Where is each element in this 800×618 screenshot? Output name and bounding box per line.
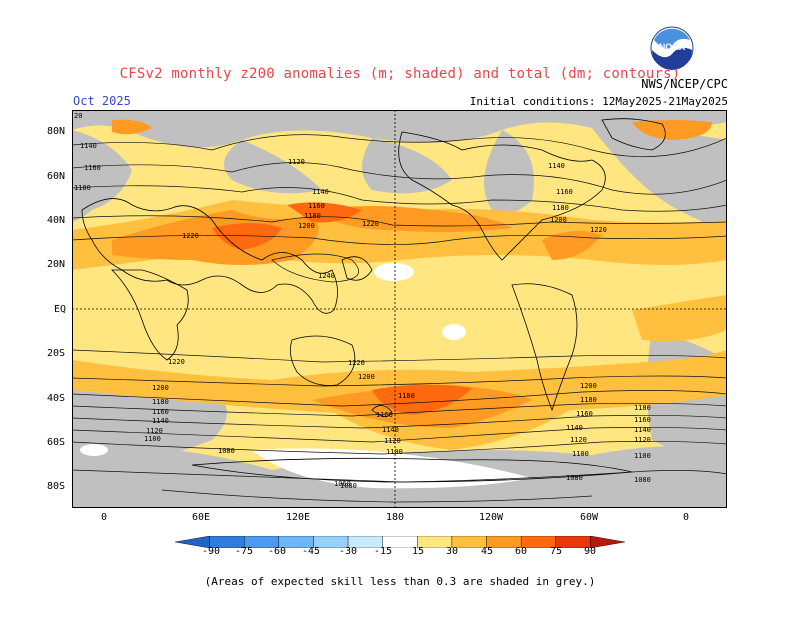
contour-label: 1240	[318, 272, 335, 280]
legend-tick-labels: -90 -75 -60 -45 -30 -15 15 30 45 60 75 9…	[0, 546, 800, 560]
lat-label: 80S	[47, 481, 66, 492]
legend-tick: 15	[411, 546, 425, 557]
contour-label: 1200	[550, 216, 567, 224]
lon-label: 60E	[191, 512, 211, 523]
chart-title: CFSv2 monthly z200 anomalies (m; shaded)…	[119, 66, 681, 82]
contour-label: 1200	[298, 222, 315, 230]
initial-conditions: Initial conditions: 12May2025-21May2025	[469, 95, 728, 108]
contour-label: 1060	[334, 480, 351, 488]
color-legend	[175, 536, 625, 548]
contour-label: 1080	[634, 476, 651, 484]
forecast-month: Oct 2025	[73, 94, 131, 108]
contour-label: 1180	[152, 398, 169, 406]
map-frame	[72, 110, 727, 508]
lat-label: 60N	[47, 171, 66, 182]
contour-label: 1220	[168, 358, 185, 366]
contour-label: 1180	[398, 392, 415, 400]
contour-label: 1140	[548, 162, 565, 170]
contour-label: 1180	[304, 212, 321, 220]
lon-label: 120W	[478, 512, 504, 523]
noaa-logo-icon: NOAA	[650, 26, 694, 70]
lat-label: 40S	[47, 393, 66, 404]
contour-label: 1140	[312, 188, 329, 196]
contour-label: 1140	[382, 426, 399, 434]
contour-label: 1140	[152, 417, 169, 425]
contour-label: 1160	[576, 410, 593, 418]
contour-label: 1140	[634, 426, 651, 434]
legend-tick: -45	[301, 546, 321, 557]
contour-label: 1080	[340, 482, 357, 490]
lat-label: 20S	[47, 348, 66, 359]
legend-color-box	[590, 536, 625, 548]
legend-tick: 45	[480, 546, 494, 557]
contour-label: 1160	[376, 411, 393, 419]
lat-label: EQ	[54, 304, 67, 315]
contour-label: 1100	[634, 452, 651, 460]
anomaly-map: 1140 1160 1180 1120 1140 1160 1180 1200 …	[72, 110, 727, 508]
contour-label: 1100	[572, 450, 589, 458]
height-contours	[72, 134, 727, 503]
contour-label: 1120	[570, 436, 587, 444]
legend-tick: 90	[583, 546, 597, 557]
contour-label: 1220	[590, 226, 607, 234]
lat-label: 20N	[47, 259, 66, 270]
contour-label: 1200	[152, 384, 169, 392]
legend-tick: 60	[514, 546, 528, 557]
legend-tick: -15	[373, 546, 393, 557]
skill-note: (Areas of expected skill less than 0.3 a…	[204, 575, 596, 588]
legend-tick: -30	[338, 546, 358, 557]
lat-label: 80N	[47, 126, 66, 137]
legend-tick: -75	[234, 546, 254, 557]
legend-tick: 30	[445, 546, 459, 557]
contour-label: 1160	[308, 202, 325, 210]
contour-label: 1160	[84, 164, 101, 172]
contour-label: 1220	[348, 359, 365, 367]
contour-label: 1120	[634, 436, 651, 444]
contour-label: 1100	[144, 435, 161, 443]
contour-label: 1080	[566, 474, 583, 482]
legend-tick: -90	[201, 546, 221, 557]
contour-label: 1180	[552, 204, 569, 212]
contour-label: 1100	[386, 448, 403, 456]
contour-label: 1120	[288, 158, 305, 166]
contour-label: 1220	[182, 232, 199, 240]
contour-label: 1160	[634, 416, 651, 424]
contour-label: 1120	[384, 437, 401, 445]
lon-label: 60W	[579, 512, 599, 523]
contour-label: 1220	[362, 220, 379, 228]
agency-label: NWS/NCEP/CPC	[641, 77, 728, 91]
lon-label: 120E	[285, 512, 311, 523]
contour-label: 1180	[74, 184, 91, 192]
contour-label: 1200	[358, 373, 375, 381]
lon-label: 0	[682, 512, 690, 523]
contour-label: 1120	[146, 427, 163, 435]
legend-tick: 75	[549, 546, 563, 557]
lon-label: 0	[100, 512, 108, 523]
contour-label: 1140	[80, 142, 97, 150]
contour-label: 1160	[152, 408, 169, 416]
contour-label: 1180	[634, 404, 651, 412]
logo-text: NOAA	[659, 42, 686, 52]
near-zero-patches	[80, 263, 532, 489]
contour-label: 1140	[566, 424, 583, 432]
lat-label: 40N	[47, 215, 66, 226]
contour-label: 1200	[580, 382, 597, 390]
legend-tick: -60	[267, 546, 287, 557]
lon-label: 180	[385, 512, 405, 523]
contour-label: 1180	[580, 396, 597, 404]
contour-label: 20	[74, 112, 82, 120]
lat-label: 60S	[47, 437, 66, 448]
contour-label: 1080	[218, 447, 235, 455]
contour-labels: 1140 1160 1180 1120 1140 1160 1180 1200 …	[74, 112, 651, 490]
contour-label: 1160	[556, 188, 573, 196]
